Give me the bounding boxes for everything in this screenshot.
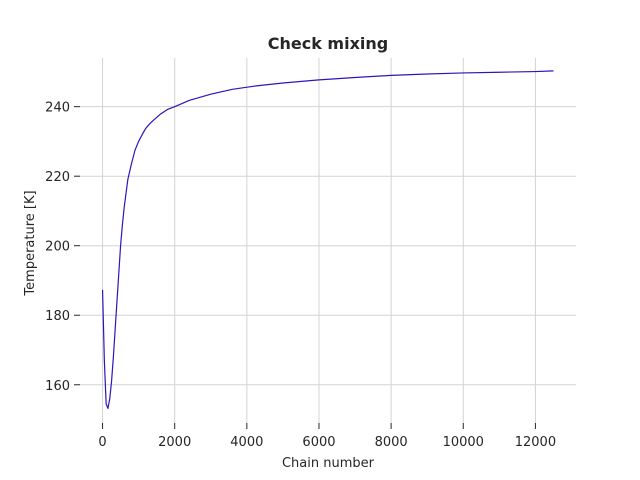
x-tick-label: 8000 — [375, 435, 408, 450]
x-axis-label: Chain number — [282, 456, 375, 471]
y-axis-label: Temperature [K] — [23, 190, 38, 296]
x-tick-label: 6000 — [302, 435, 335, 450]
x-tick-label: 0 — [98, 435, 106, 450]
x-gridlines — [102, 58, 536, 423]
series-line — [101, 70, 554, 409]
x-axis: 0 2000 4000 6000 8000 10000 12000 — [98, 423, 556, 450]
y-tick-label: 160 — [45, 379, 70, 394]
y-tick-label: 240 — [45, 101, 70, 116]
y-tick-label: 180 — [45, 309, 70, 324]
x-tick-label: 2000 — [158, 435, 191, 450]
x-tick-label: 12000 — [515, 435, 556, 450]
y-tick-label: 200 — [45, 240, 70, 255]
series-layer — [101, 70, 554, 409]
y-gridlines — [80, 106, 576, 386]
y-tick-label: 220 — [45, 170, 70, 185]
y-axis: 160 180 200 220 240 — [45, 101, 80, 394]
x-tick-label: 4000 — [230, 435, 263, 450]
x-tick-label: 10000 — [443, 435, 484, 450]
chart-title: Check mixing — [268, 34, 388, 53]
